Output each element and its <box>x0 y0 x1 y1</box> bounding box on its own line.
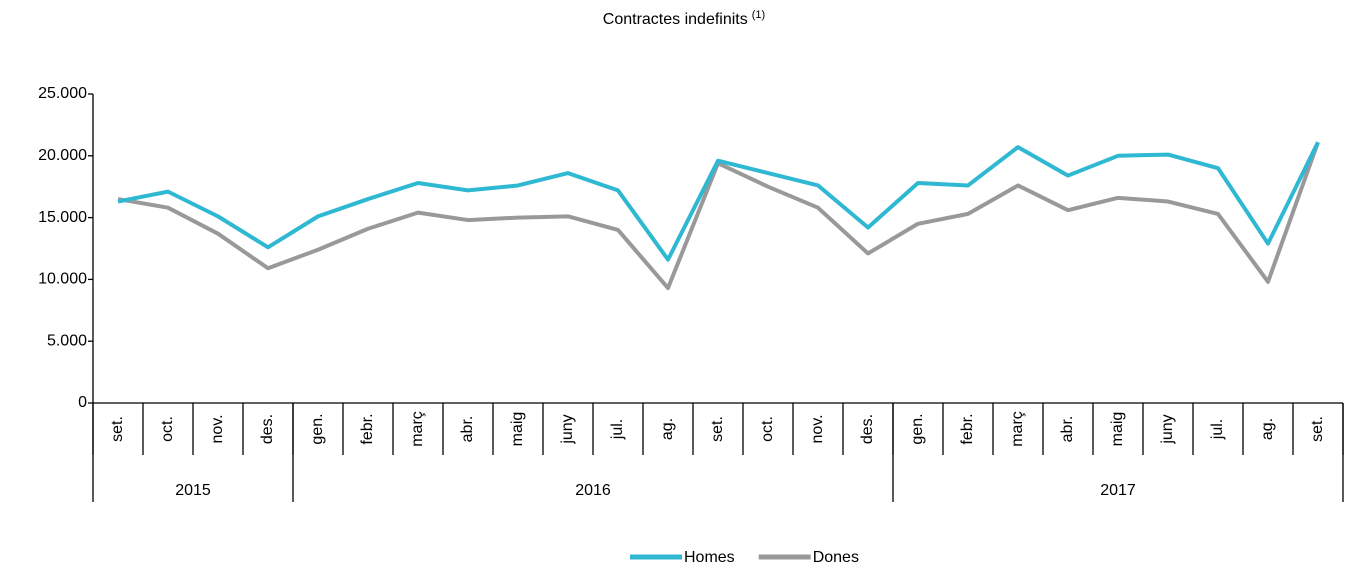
y-tick-label: 25.000 <box>38 85 87 102</box>
y-tick-label: 0 <box>78 394 87 411</box>
group-label: 2016 <box>575 482 611 499</box>
y-tick-label: 5.000 <box>47 332 87 349</box>
x-tick-label: maig <box>509 412 526 447</box>
group-label: 2017 <box>1100 482 1136 499</box>
x-tick-label: ag. <box>1259 418 1276 440</box>
x-tick-label: oct. <box>759 416 776 442</box>
x-tick-label: ag. <box>659 418 676 440</box>
x-tick-label: oct. <box>159 416 176 442</box>
x-tick-label: febr. <box>359 413 376 444</box>
x-tick-label: febr. <box>959 413 976 444</box>
x-tick-label: des. <box>859 414 876 444</box>
title-text: Contractes indefinits <box>603 11 748 28</box>
legend-label: Dones <box>813 549 859 566</box>
x-tick-label: nov. <box>209 414 226 443</box>
legend-label: Homes <box>684 549 735 566</box>
x-tick-label: jul. <box>1209 419 1226 440</box>
line-series <box>117 141 1320 262</box>
x-tick-label: gen. <box>909 413 926 444</box>
x-tick-label: set. <box>1309 416 1326 442</box>
x-tick-label: jul. <box>609 419 626 440</box>
group-label: 2015 <box>175 482 211 499</box>
x-tick-label: abr. <box>459 416 476 443</box>
y-tick-label: 15.000 <box>38 209 87 226</box>
x-tick-label: nov. <box>809 414 826 443</box>
y-tick-label: 20.000 <box>38 147 87 164</box>
x-tick-label: set. <box>709 416 726 442</box>
x-tick-label: gen. <box>309 413 326 444</box>
x-tick-label: juny <box>559 414 576 444</box>
chart-title: Contractes indefinits (1) <box>603 9 765 28</box>
x-tick-label: març <box>1009 411 1026 447</box>
y-tick-label: 10.000 <box>38 271 87 288</box>
x-tick-label: des. <box>259 414 276 444</box>
x-tick-label: set. <box>109 416 126 442</box>
title-superscript: (1) <box>752 9 765 21</box>
x-tick-label: maig <box>1109 412 1126 447</box>
x-tick-label: juny <box>1159 414 1176 444</box>
x-tick-label: març <box>409 411 426 447</box>
x-tick-label: abr. <box>1059 416 1076 443</box>
